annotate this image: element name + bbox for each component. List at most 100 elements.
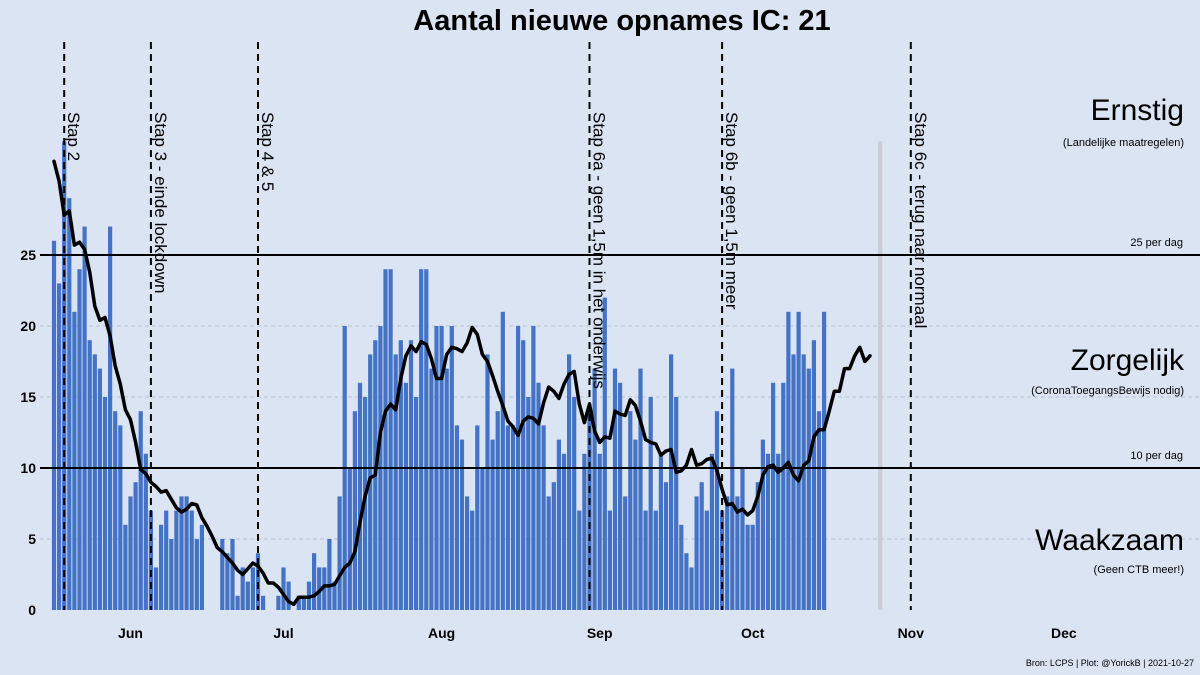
bar — [750, 524, 755, 610]
bar — [194, 539, 199, 610]
bar — [77, 269, 82, 610]
bar — [174, 510, 179, 610]
bar — [220, 539, 225, 610]
bar — [225, 553, 230, 610]
bar — [82, 226, 87, 610]
bar — [500, 311, 505, 610]
bar — [123, 524, 128, 610]
bar — [301, 595, 306, 610]
event-marker-label: Stap 2 — [64, 112, 83, 161]
bar — [393, 354, 398, 610]
bar — [551, 482, 556, 610]
bar — [250, 567, 255, 610]
bar — [184, 496, 189, 610]
bar — [332, 581, 337, 610]
bar — [276, 595, 281, 610]
bar — [128, 496, 133, 610]
bar — [92, 354, 97, 610]
bar — [485, 354, 490, 610]
bar — [322, 567, 327, 610]
zone-subtitle: (Geen CTB meer!) — [1094, 564, 1184, 576]
bar — [57, 283, 62, 610]
bar — [189, 510, 194, 610]
x-axis: Jun Jul Aug Sep Oct Nov Dec — [118, 625, 1077, 641]
bar — [740, 468, 745, 610]
bar — [62, 141, 67, 610]
bar — [388, 269, 393, 610]
bar — [822, 311, 827, 610]
bar — [694, 496, 699, 610]
bars — [51, 141, 883, 611]
y-tick-label: 15 — [20, 389, 36, 405]
bar — [648, 397, 653, 610]
zone-title: Zorgelijk — [1071, 344, 1185, 377]
zone-title: Waakzaam — [1035, 524, 1184, 557]
x-tick-label: Sep — [587, 625, 613, 641]
bar — [709, 453, 714, 610]
bar — [480, 468, 485, 610]
x-tick-label: Aug — [428, 625, 455, 641]
bar — [459, 439, 465, 610]
y-tick-label: 20 — [20, 318, 36, 334]
bar — [199, 524, 204, 610]
bar — [760, 439, 765, 610]
bar — [628, 411, 633, 610]
bar — [444, 368, 449, 610]
bar — [235, 595, 240, 610]
bar — [592, 368, 597, 610]
x-tick-label: Oct — [741, 625, 765, 641]
bar — [663, 482, 669, 610]
bar — [684, 553, 689, 610]
bar — [419, 269, 424, 610]
bar — [638, 368, 643, 610]
bar — [643, 510, 648, 610]
bar — [510, 425, 516, 610]
x-tick-label: Nov — [898, 625, 925, 641]
bar — [357, 382, 363, 610]
bar — [97, 368, 102, 610]
bar — [108, 226, 113, 610]
bar — [796, 311, 801, 610]
bar — [286, 581, 291, 610]
bar — [312, 553, 317, 610]
bar — [679, 524, 684, 610]
x-tick-label: Dec — [1051, 625, 1077, 641]
source-credit: Bron: LCPS | Plot: @YorickB | 2021-10-27 — [1026, 658, 1194, 668]
chart-title: Aantal nieuwe opnames IC: 21 — [413, 5, 830, 37]
overflow-cap-bar — [878, 141, 883, 610]
bar — [169, 539, 174, 610]
event-marker-label: Stap 4 & 5 — [258, 112, 277, 191]
bar — [781, 382, 786, 610]
bar — [577, 510, 582, 610]
bar — [470, 510, 475, 610]
bar — [179, 496, 184, 610]
bar — [133, 482, 138, 610]
bar — [475, 425, 480, 610]
bar — [597, 453, 602, 610]
bar — [352, 411, 357, 610]
y-tick-label: 25 — [20, 247, 36, 263]
bar — [602, 297, 607, 610]
bar — [495, 411, 500, 610]
bar — [618, 382, 623, 610]
bar — [791, 354, 796, 610]
bar — [255, 553, 261, 610]
event-markers: Stap 2 Stap 3 - einde lockdown Stap 4 & 5 S… — [63, 42, 930, 610]
bar — [51, 240, 57, 611]
bar — [561, 453, 567, 610]
y-tick-label: 0 — [28, 602, 36, 618]
zone-title: Ernstig — [1091, 94, 1184, 127]
bar — [240, 567, 245, 610]
y-tick-label: 5 — [28, 531, 36, 547]
bar — [261, 595, 266, 610]
moving-average — [52, 159, 872, 607]
y-axis: 0 5 10 15 20 25 — [20, 247, 36, 618]
bar — [281, 567, 286, 610]
bar — [806, 368, 811, 610]
bar — [776, 453, 781, 610]
zone-subtitle: (Landelijke maatregelen) — [1063, 137, 1184, 149]
x-tick-label: Jul — [273, 625, 293, 641]
bar — [118, 425, 123, 610]
bar — [113, 411, 118, 610]
bar — [556, 439, 561, 610]
